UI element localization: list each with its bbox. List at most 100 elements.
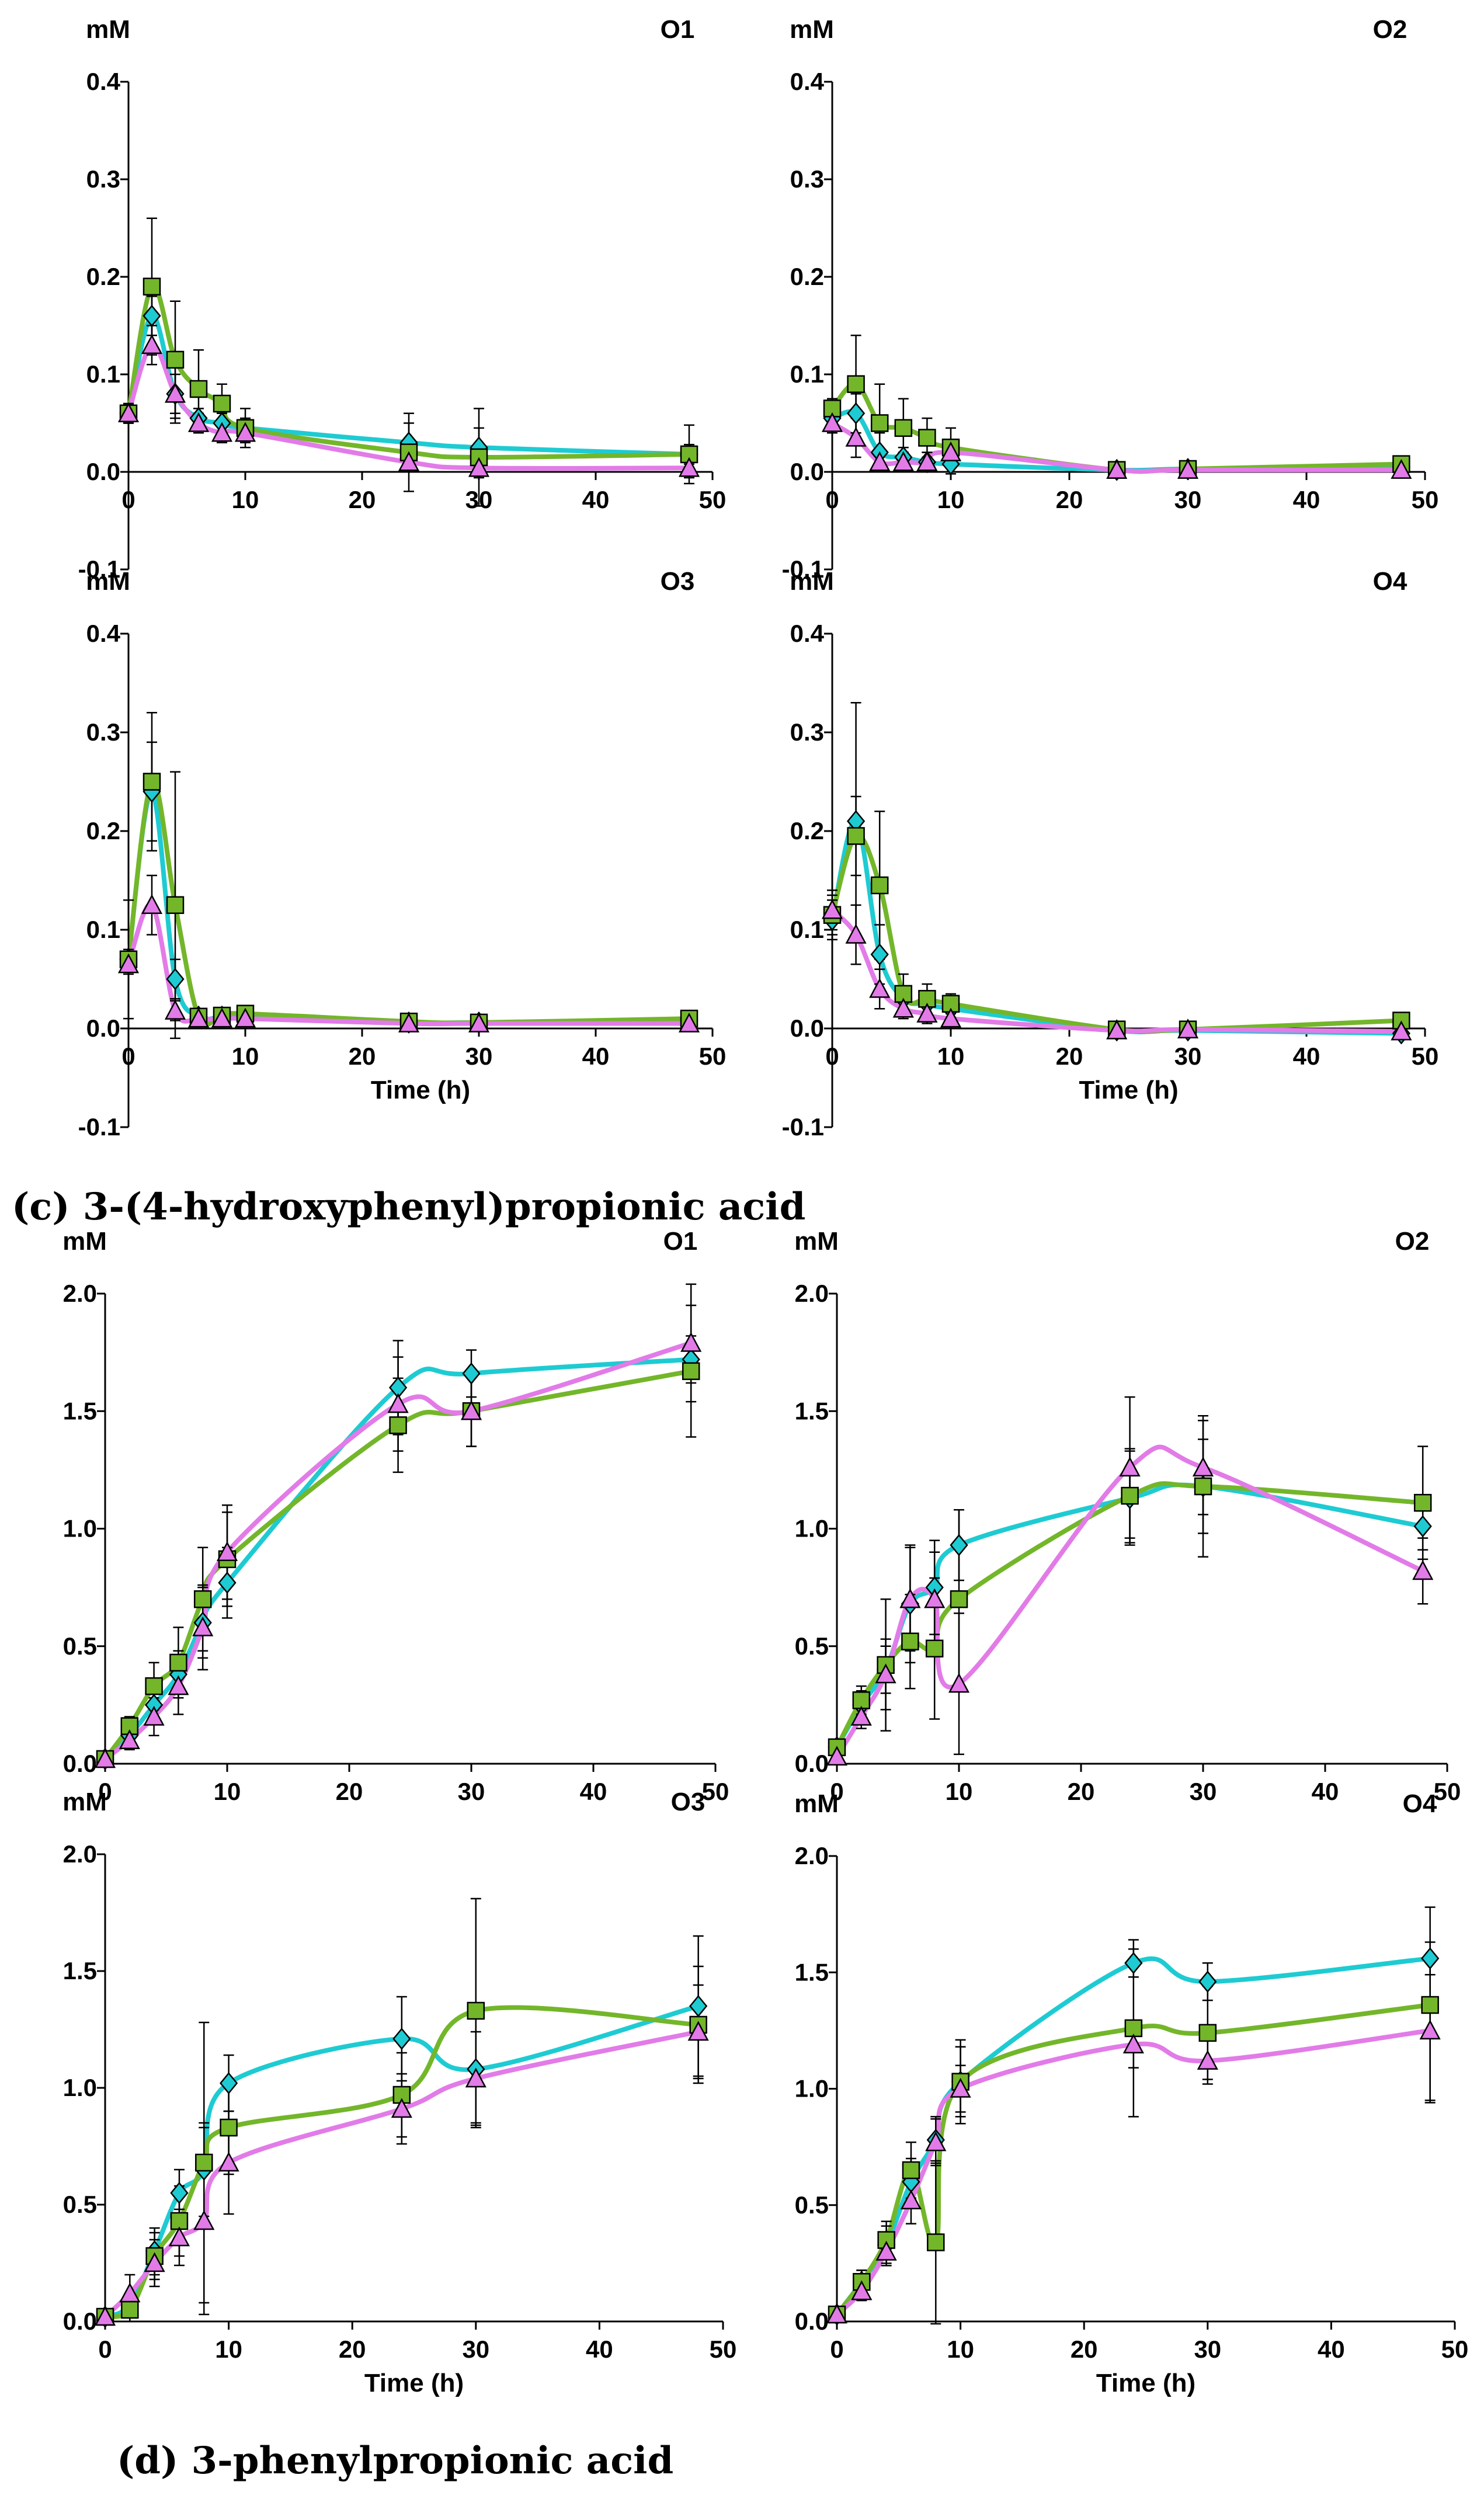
data-point-magenta (680, 1332, 702, 1352)
y-tick-label: 0.5 (63, 2191, 97, 2218)
data-point-green (870, 414, 889, 432)
x-tick-label: 10 (232, 1042, 259, 1070)
x-tick-label: 30 (1194, 2335, 1221, 2363)
y-tick-label: 0.1 (790, 916, 824, 943)
y-tick-label: 1.5 (63, 1397, 97, 1424)
data-point-green (852, 1691, 871, 1709)
y-tick-label: -0.1 (78, 1113, 120, 1141)
data-point-magenta (211, 1007, 233, 1028)
y-tick-label: 0.5 (795, 1632, 829, 1660)
y-tick-label: 1.0 (795, 2075, 829, 2102)
data-point-magenta (141, 334, 163, 354)
x-tick-label: 20 (1068, 1778, 1095, 1805)
y-unit-label: mM (794, 1789, 839, 1818)
x-tick-label: 20 (1056, 1042, 1083, 1070)
y-tick-label: 0.3 (86, 718, 120, 746)
y-tick-label: 0.0 (790, 1014, 824, 1042)
y-tick-label: 1.0 (63, 2074, 97, 2101)
data-point-green (682, 1362, 700, 1381)
data-point-magenta (144, 2252, 165, 2272)
y-unit-label: mM (62, 1227, 107, 1256)
x-tick-label: 40 (1293, 486, 1320, 513)
y-tick-label: 0.1 (86, 360, 120, 388)
panel-title: O2 (1373, 15, 1407, 44)
data-point-magenta (1197, 2050, 1218, 2070)
y-unit-label: mM (62, 1788, 107, 1816)
data-point-cyan (143, 304, 161, 327)
data-point-magenta (119, 1729, 140, 1749)
x-tick-label: 40 (1293, 1042, 1320, 1070)
chart-panel-8: 0.0 0.5 1.0 1.5 2.0 0 10 20 30 40 50 mM O4 Time (h) (794, 1789, 1468, 2397)
data-point-cyan (392, 2028, 411, 2050)
data-point-magenta (218, 2152, 239, 2172)
data-point-magenta (950, 2077, 971, 2098)
chart-panel-3: -0.1 0.0 0.1 0.2 0.3 0.4 0 10 20 30 40 50 mM O3 Time (… (78, 567, 727, 1141)
data-point-magenta (187, 1007, 210, 1028)
y-tick-label: 0.4 (790, 620, 825, 647)
data-point-cyan (218, 1572, 237, 1594)
data-point-green (901, 1632, 919, 1650)
data-point-magenta (234, 1007, 256, 1028)
chart-panel-6: 0.0 0.5 1.0 1.5 2.0 0 10 20 30 40 50 mM O2 (794, 1227, 1461, 1805)
data-point-cyan (846, 402, 866, 425)
data-point-green (143, 773, 161, 791)
x-tick-label: 0 (825, 486, 839, 513)
y-tick-label: 0.2 (790, 263, 824, 290)
data-point-magenta (164, 999, 186, 1020)
data-point-green (169, 1653, 187, 1672)
x-tick-label: 20 (349, 486, 376, 513)
data-point-magenta (869, 978, 891, 998)
panel-title: O1 (663, 1227, 698, 1256)
y-tick-label: 0.4 (86, 68, 121, 95)
data-point-green (166, 350, 185, 369)
data-point-green (1121, 1486, 1139, 1505)
chart-panel-5: 0.0 0.5 1.0 1.5 2.0 0 10 20 30 40 50 mM O1 (62, 1227, 729, 1805)
data-point-magenta (940, 441, 962, 461)
x-tick-label: 0 (830, 1778, 843, 1805)
data-point-green (902, 2161, 920, 2180)
data-point-magenta (826, 2303, 848, 2324)
data-point-magenta (187, 412, 210, 432)
y-tick-label: 0.3 (86, 165, 120, 193)
data-point-magenta (234, 422, 256, 442)
caption-d: (d) 3-phenylpropionic acid (117, 2439, 673, 2483)
data-point-green (220, 2118, 238, 2137)
panel-title: O1 (661, 15, 695, 44)
data-point-magenta (851, 2280, 873, 2300)
x-tick-label: 30 (462, 2335, 489, 2363)
y-tick-label: -0.1 (782, 555, 824, 583)
x-tick-label: 0 (825, 1042, 839, 1070)
data-point-magenta (211, 422, 233, 442)
y-unit-label: mM (790, 567, 834, 596)
y-tick-label: 1.0 (63, 1515, 97, 1542)
data-point-green (1194, 1477, 1212, 1496)
data-point-green (121, 2300, 139, 2319)
data-point-cyan (950, 1534, 968, 1556)
x-tick-label: 20 (1056, 486, 1083, 513)
chart-panel-4: -0.1 0.0 0.1 0.2 0.3 0.4 0 10 20 30 40 50 mM O4 Time (… (782, 567, 1439, 1141)
x-tick-label: 50 (710, 2335, 737, 2363)
data-point-magenta (875, 2240, 897, 2261)
data-point-magenta (1122, 2034, 1144, 2054)
panel-title: O4 (1403, 1789, 1437, 1818)
data-point-green (1198, 2024, 1217, 2042)
data-point-magenta (821, 412, 843, 432)
y-unit-label: mM (86, 567, 130, 596)
data-point-magenta (168, 2226, 190, 2247)
x-tick-label: 40 (1318, 2335, 1345, 2363)
data-point-magenta (168, 1675, 189, 1695)
x-tick-label: 50 (699, 486, 727, 513)
data-point-magenta (164, 383, 186, 403)
data-point-magenta (687, 2021, 709, 2041)
y-tick-label: 0.0 (790, 458, 824, 485)
x-tick-label: 10 (937, 486, 965, 513)
x-tick-label: 40 (582, 486, 610, 513)
x-tick-label: 40 (580, 1778, 607, 1805)
x-axis-label: Time (h) (1096, 2369, 1195, 2397)
y-tick-label: 0.0 (86, 458, 120, 485)
data-point-magenta (1106, 1019, 1128, 1040)
data-point-magenta (892, 997, 914, 1018)
y-tick-label: 1.5 (795, 1958, 829, 1986)
x-tick-label: 40 (582, 1042, 610, 1070)
